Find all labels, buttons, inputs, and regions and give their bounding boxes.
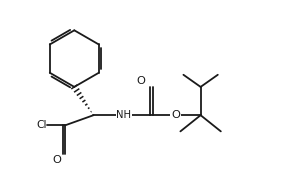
Text: O: O (171, 110, 180, 120)
Text: O: O (137, 76, 146, 86)
Text: NH: NH (116, 110, 131, 120)
Text: Cl: Cl (36, 120, 46, 130)
Text: O: O (53, 155, 62, 165)
